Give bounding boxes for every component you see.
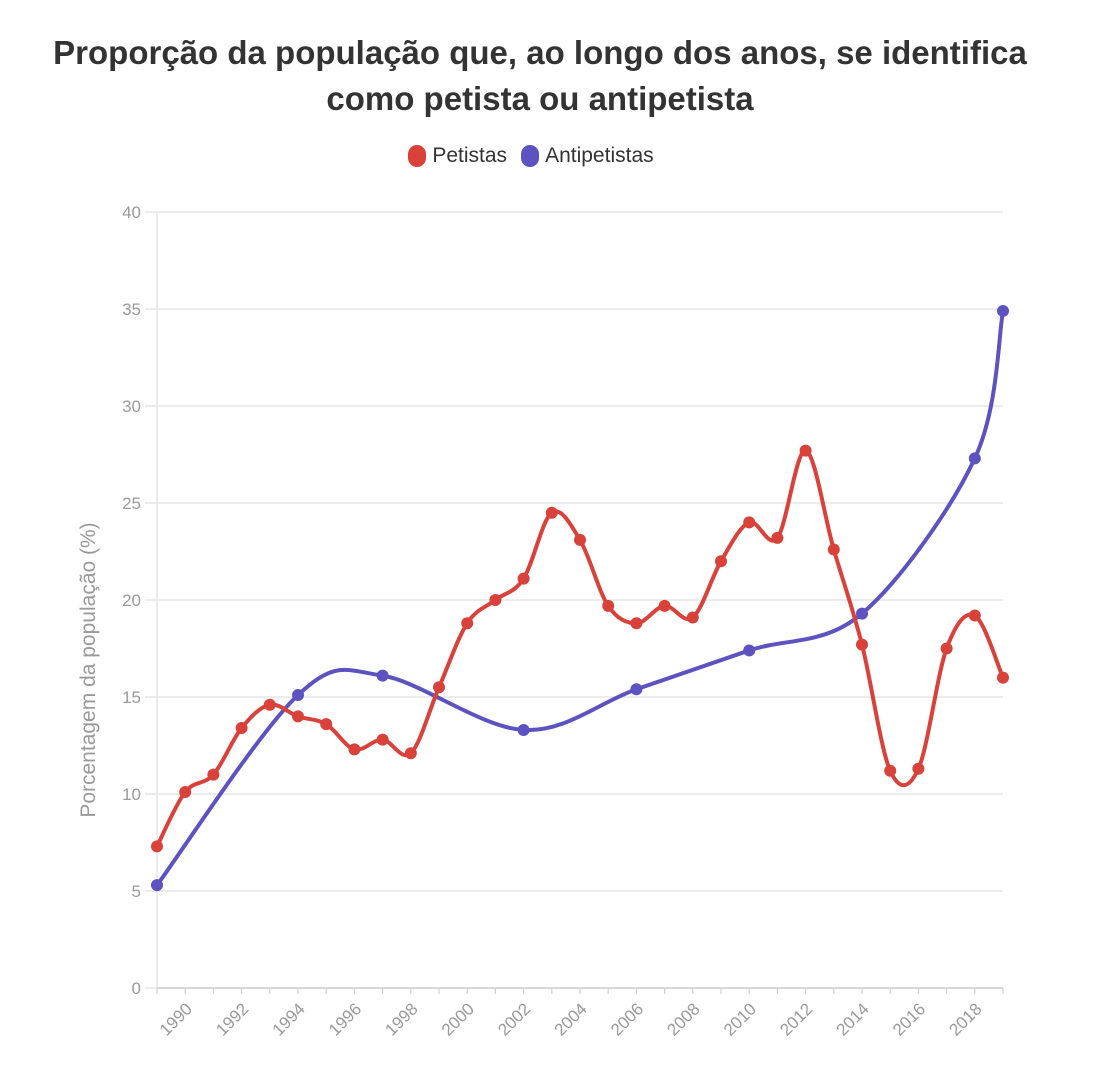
data-point-petistas-1992[interactable]	[235, 722, 248, 735]
x-tick-label-2012: 2012	[776, 999, 816, 1039]
data-point-antipetistas-2002[interactable]	[517, 723, 530, 736]
legend-swatch-antipetistas	[521, 145, 540, 167]
data-point-petistas-2008[interactable]	[686, 611, 699, 624]
y-tick-label-0: 0	[132, 979, 141, 998]
axes	[156, 212, 1004, 994]
x-tick-label-2018: 2018	[945, 999, 985, 1039]
data-point-petistas-2013[interactable]	[827, 543, 840, 556]
y-tick-label-25: 25	[122, 494, 141, 513]
data-point-antipetistas-2019[interactable]	[997, 304, 1009, 317]
y-tick-label-30: 30	[122, 397, 141, 416]
x-tick-label-1994: 1994	[269, 999, 309, 1039]
data-point-petistas-1997[interactable]	[376, 733, 389, 746]
data-point-petistas-2017[interactable]	[940, 642, 953, 655]
legend-item-petistas[interactable]: Petistas	[408, 144, 507, 168]
chart-legend: Petistas Antipetistas	[0, 144, 1062, 168]
data-point-petistas-2005[interactable]	[602, 599, 615, 612]
data-point-petistas-2003[interactable]	[545, 506, 558, 519]
data-point-antipetistas-1994[interactable]	[292, 689, 304, 702]
data-point-petistas-1991[interactable]	[207, 768, 220, 781]
data-point-petistas-2006[interactable]	[630, 617, 643, 630]
y-axis-title: Porcentagem da população (%)	[77, 522, 100, 817]
data-point-petistas-1990[interactable]	[179, 786, 192, 799]
x-tick-label-2010: 2010	[720, 999, 760, 1039]
data-point-petistas-1999[interactable]	[433, 681, 445, 694]
data-point-petistas-1998[interactable]	[404, 747, 417, 760]
x-tick-label-1990: 1990	[156, 999, 196, 1039]
data-point-petistas-2018[interactable]	[968, 609, 981, 622]
series-line-petistas	[155, 448, 1005, 849]
y-tick-label-15: 15	[122, 688, 141, 707]
legend-label-antipetistas: Antipetistas	[545, 144, 654, 167]
data-point-antipetistas-1989[interactable]	[151, 879, 163, 892]
data-point-petistas-1996[interactable]	[348, 743, 361, 756]
x-tick-label-2008: 2008	[663, 999, 703, 1039]
data-point-antipetistas-2018[interactable]	[968, 452, 981, 465]
y-tick-label-10: 10	[122, 785, 141, 804]
data-point-petistas-2004[interactable]	[574, 533, 586, 546]
data-point-petistas-1994[interactable]	[292, 710, 304, 723]
data-point-petistas-1995[interactable]	[320, 718, 333, 731]
data-point-antipetistas-2014[interactable]	[856, 607, 868, 620]
data-point-petistas-2012[interactable]	[799, 444, 812, 457]
data-point-petistas-2000[interactable]	[461, 617, 474, 630]
data-point-antipetistas-2010[interactable]	[743, 644, 756, 657]
x-tick-label-2016: 2016	[889, 999, 929, 1039]
legend-label-petistas: Petistas	[432, 144, 508, 167]
x-tick-label-1996: 1996	[325, 999, 365, 1039]
y-tick-label-20: 20	[122, 591, 141, 610]
series-line-antipetistas	[155, 308, 1005, 888]
chart-title: Proporção da população que, ao longo dos…	[53, 34, 1027, 117]
x-tick-label-2006: 2006	[607, 999, 647, 1039]
data-point-petistas-2014[interactable]	[856, 638, 868, 651]
x-tick-label-1998: 1998	[381, 999, 421, 1039]
x-tick-label-2004: 2004	[551, 999, 591, 1039]
data-point-antipetistas-2006[interactable]	[630, 683, 643, 696]
y-tick-label-35: 35	[122, 300, 141, 319]
data-point-petistas-2016[interactable]	[912, 762, 925, 775]
x-tick-label-2014: 2014	[833, 999, 873, 1039]
x-tick-label-2000: 2000	[438, 999, 478, 1039]
data-point-petistas-1993[interactable]	[263, 698, 276, 711]
y-tick-label-5: 5	[132, 882, 141, 901]
data-point-petistas-2010[interactable]	[743, 516, 756, 529]
data-point-petistas-2009[interactable]	[715, 555, 727, 568]
x-tick-label-1992: 1992	[212, 999, 252, 1039]
data-point-petistas-2007[interactable]	[658, 599, 671, 612]
data-point-petistas-2019[interactable]	[997, 671, 1009, 684]
legend-swatch-petistas	[408, 145, 427, 167]
legend-item-antipetistas[interactable]: Antipetistas	[521, 144, 654, 168]
series-lines	[155, 308, 1005, 888]
data-point-antipetistas-1997[interactable]	[376, 669, 389, 682]
y-tick-label-40: 40	[122, 203, 141, 222]
data-point-petistas-2015[interactable]	[884, 764, 897, 777]
data-point-petistas-2011[interactable]	[771, 531, 784, 544]
x-tick-label-2002: 2002	[494, 999, 534, 1039]
data-point-petistas-2001[interactable]	[489, 594, 502, 606]
data-points	[151, 304, 1009, 892]
data-point-petistas-2002[interactable]	[517, 572, 530, 585]
data-point-petistas-1989[interactable]	[151, 840, 163, 853]
